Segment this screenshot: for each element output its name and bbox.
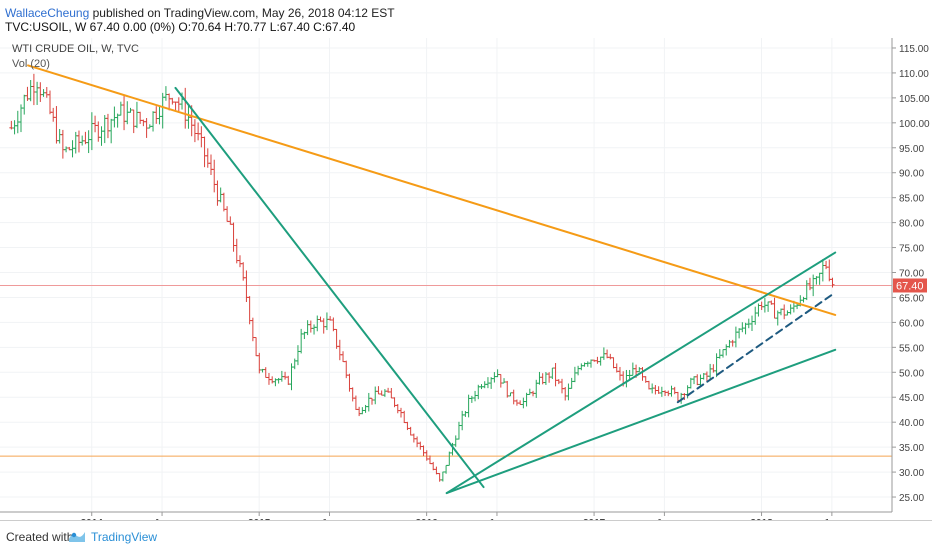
time-tick-label: Jun xyxy=(824,518,840,520)
publish-info: published on TradingView.com, May 26, 20… xyxy=(89,6,395,20)
price-tick-label: 115.00 xyxy=(899,44,929,55)
publish-line: WallaceCheung published on TradingView.c… xyxy=(5,6,395,20)
trendline[interactable] xyxy=(27,64,837,316)
time-tick-label: 2015 xyxy=(248,518,271,520)
price-tick-label: 85.00 xyxy=(899,194,924,205)
price-badge-text: 67.40 xyxy=(896,280,924,292)
chart-background xyxy=(0,38,932,520)
price-tick-label: 35.00 xyxy=(899,443,924,454)
price-tick-label: 75.00 xyxy=(899,244,924,255)
trendline[interactable] xyxy=(445,251,837,495)
time-tick-label: Jun xyxy=(154,518,170,520)
time-tick-label: Jun xyxy=(656,518,672,520)
trendline[interactable] xyxy=(445,348,837,495)
price-tick-label: 80.00 xyxy=(899,219,924,230)
price-tick-label: 60.00 xyxy=(899,318,924,329)
trendline[interactable] xyxy=(174,86,485,489)
price-tick-label: 70.00 xyxy=(899,269,924,280)
price-tick-label: 30.00 xyxy=(899,468,924,479)
price-badge: 67.40 xyxy=(893,278,927,293)
chart-header: WallaceCheung published on TradingView.c… xyxy=(0,0,932,38)
time-axis[interactable]: 2014 Jun 2015 Jun 2016 Jun 2017 Jun 2018 Jun xyxy=(81,512,840,520)
price-tick-label: 90.00 xyxy=(899,169,924,180)
price-tick-label: 25.00 xyxy=(899,493,924,504)
price-tick-label: 45.00 xyxy=(899,393,924,404)
time-tick-label: 2016 xyxy=(416,518,439,520)
trendlines[interactable] xyxy=(27,64,837,495)
time-tick-label: 2018 xyxy=(750,518,773,520)
created-with-text: Created with xyxy=(6,530,74,544)
price-tick-label: 50.00 xyxy=(899,368,924,379)
price-tick-label: 95.00 xyxy=(899,144,924,155)
price-tick-label: 105.00 xyxy=(899,94,930,105)
dashed-trendline[interactable] xyxy=(676,291,837,404)
price-chart[interactable]: 25.00 30.00 35.00 40.00 45.00 50.00 55.00 60.00… xyxy=(0,38,932,520)
grid xyxy=(0,38,892,512)
footer: Created with TradingView xyxy=(0,520,932,551)
price-tick-label: 55.00 xyxy=(899,343,924,354)
time-tick-label: Jun xyxy=(489,518,505,520)
price-tick-label: 100.00 xyxy=(899,119,930,130)
author-link[interactable]: WallaceCheung xyxy=(5,6,90,20)
time-tick-label: 2014 xyxy=(81,518,104,520)
price-tick-label: 40.00 xyxy=(899,418,924,429)
price-tick-label: 65.00 xyxy=(899,293,924,304)
time-tick-label: Jun xyxy=(321,518,337,520)
chart-title: WTI CRUDE OIL, W, TVC xyxy=(12,43,139,55)
price-tick-label: 110.00 xyxy=(899,69,929,80)
tradingview-logo-icon xyxy=(69,532,85,542)
symbol-line: TVC:USOIL, W 67.40 0.00 (0%) O:70.64 H:7… xyxy=(5,20,356,34)
ohlc-bar xyxy=(830,277,835,288)
time-tick-label: 2017 xyxy=(583,518,606,520)
price-bars xyxy=(9,73,835,482)
price-badge-bg xyxy=(893,278,927,293)
volume-label: Vol (20) xyxy=(12,58,50,70)
tradingview-link[interactable]: TradingView xyxy=(91,530,158,544)
price-axis[interactable]: 25.00 30.00 35.00 40.00 45.00 50.00 55.00 60.00… xyxy=(892,44,930,504)
